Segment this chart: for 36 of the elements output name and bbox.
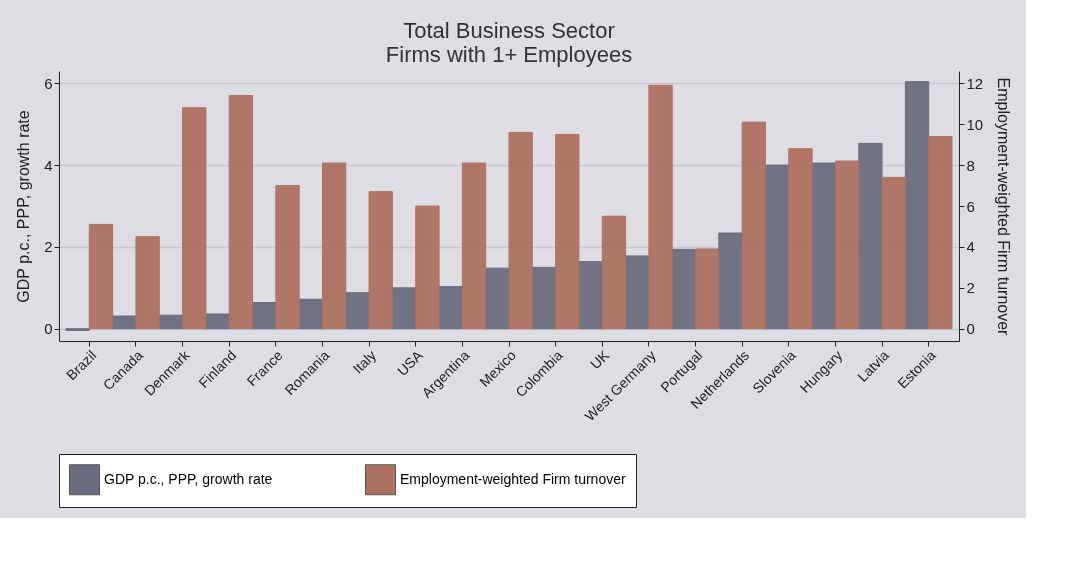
y-tick-label: 2 — [44, 238, 53, 256]
chart-title: Total Business Sector Firms with 1+ Employees — [385, 18, 633, 67]
bar — [228, 95, 254, 330]
y2-tick-label: 8 — [966, 156, 975, 174]
bar — [321, 162, 347, 330]
bar — [252, 302, 277, 330]
bar — [648, 84, 673, 330]
bar — [135, 236, 160, 330]
bar — [531, 266, 557, 330]
bar — [205, 313, 230, 330]
x-tick-label: UK — [587, 346, 613, 373]
y2-tick-label: 2 — [966, 279, 975, 297]
bar — [415, 205, 440, 330]
y2-tick-label: 4 — [966, 238, 975, 256]
x-tick-label: Italy — [349, 347, 379, 377]
y-tick-label: 4 — [44, 156, 53, 174]
y2-tick-label: 6 — [966, 197, 975, 215]
y-tick-label: 6 — [44, 74, 53, 92]
legend-label: GDP p.c., PPP, growth rate — [104, 470, 273, 487]
y2-tick-label: 10 — [966, 115, 984, 133]
y2-tick-label: 0 — [966, 320, 975, 338]
y-axis-title: GDP p.c., PPP, growth rate — [15, 110, 33, 303]
bar — [275, 185, 300, 330]
legend-label: Employment-weighted Firm turnover — [400, 470, 626, 487]
bar — [182, 107, 207, 330]
bar — [461, 162, 487, 330]
x-tick-label: USA — [393, 346, 427, 379]
bar — [508, 131, 533, 330]
y2-axis-title: Employment-weighted Firm turnover — [995, 77, 1013, 337]
y2-tick-label: 12 — [966, 74, 984, 92]
bar — [112, 315, 137, 330]
y-tick-label: 0 — [44, 320, 53, 338]
bar — [368, 191, 393, 330]
bar — [345, 292, 370, 330]
bar — [88, 223, 114, 330]
bar — [555, 133, 580, 330]
